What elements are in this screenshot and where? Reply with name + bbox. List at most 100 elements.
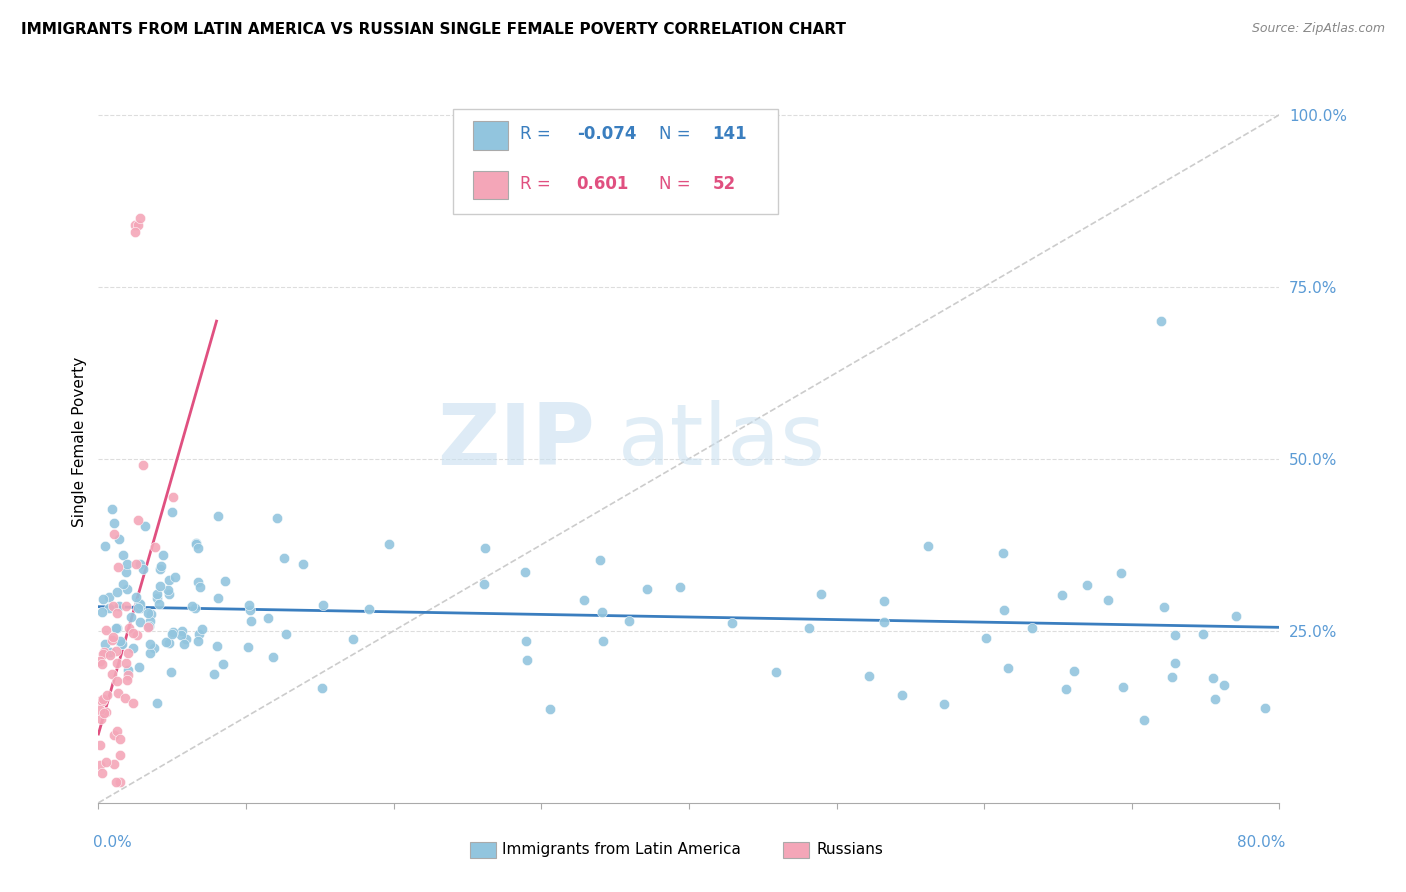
Point <box>108 775 131 789</box>
Point <box>1054 682 1077 697</box>
Point <box>1202 672 1225 686</box>
Point <box>127 513 149 527</box>
Point <box>474 541 496 555</box>
Point <box>103 516 125 530</box>
Text: 0.0%: 0.0% <box>93 835 131 850</box>
Point <box>125 590 148 604</box>
Point <box>799 621 821 635</box>
Point <box>187 541 209 555</box>
Point <box>103 630 125 644</box>
Point <box>115 582 138 596</box>
Point <box>173 637 195 651</box>
Point <box>110 637 132 651</box>
Point <box>1063 664 1085 678</box>
Point <box>118 621 141 635</box>
Point <box>515 633 537 648</box>
Point <box>107 560 129 574</box>
Point <box>93 645 115 659</box>
Point <box>136 620 159 634</box>
Point <box>108 532 131 546</box>
Point <box>162 627 184 641</box>
Point <box>1112 680 1135 694</box>
Point <box>139 607 162 622</box>
Point <box>720 616 742 631</box>
Point <box>117 646 139 660</box>
Point <box>91 766 114 780</box>
Point <box>146 587 169 601</box>
Point <box>114 691 136 706</box>
Point <box>1076 578 1098 592</box>
Point <box>98 648 121 663</box>
Point <box>357 602 380 616</box>
Point <box>127 601 149 615</box>
Point <box>162 624 184 639</box>
Text: R =: R = <box>520 175 561 193</box>
Point <box>127 628 149 642</box>
Point <box>89 758 111 772</box>
Point <box>266 511 288 525</box>
Point <box>592 634 614 648</box>
Point <box>1097 592 1119 607</box>
Point <box>342 632 364 646</box>
Text: N =: N = <box>659 126 696 144</box>
Bar <box>472 170 508 200</box>
Text: Immigrants from Latin America: Immigrants from Latin America <box>502 842 741 857</box>
Point <box>155 635 177 649</box>
Point <box>1163 628 1185 642</box>
Point <box>108 634 131 648</box>
Point <box>94 705 117 719</box>
Point <box>1191 627 1213 641</box>
Point <box>157 583 180 598</box>
Text: 0.601: 0.601 <box>576 175 628 193</box>
Point <box>157 587 180 601</box>
Point <box>108 748 131 763</box>
Point <box>157 636 180 650</box>
Point <box>139 637 162 651</box>
Text: ZIP: ZIP <box>437 400 595 483</box>
Point <box>124 225 146 239</box>
Point <box>239 603 262 617</box>
Point <box>1213 677 1236 691</box>
Point <box>240 614 263 628</box>
Point <box>127 218 149 232</box>
Point <box>107 685 129 699</box>
Point <box>105 775 128 789</box>
Point <box>132 458 155 472</box>
Point <box>129 615 152 629</box>
Point <box>94 539 117 553</box>
Point <box>115 673 138 687</box>
Point <box>1021 621 1043 635</box>
Point <box>96 623 118 637</box>
Text: -0.074: -0.074 <box>576 126 637 144</box>
Point <box>311 598 333 612</box>
Point <box>128 211 150 225</box>
Point <box>124 218 146 232</box>
Point <box>121 625 143 640</box>
Point <box>103 527 125 541</box>
Point <box>105 606 128 620</box>
Point <box>122 696 145 710</box>
Point <box>91 657 114 672</box>
Text: 80.0%: 80.0% <box>1237 835 1285 850</box>
Point <box>184 601 207 615</box>
Point <box>890 689 912 703</box>
Point <box>105 643 128 657</box>
Y-axis label: Single Female Poverty: Single Female Poverty <box>72 357 87 526</box>
Point <box>148 597 170 611</box>
Point <box>128 596 150 610</box>
Point <box>238 598 260 612</box>
Point <box>159 665 181 680</box>
Point <box>188 627 211 641</box>
Point <box>202 667 225 681</box>
Point <box>292 557 315 571</box>
Point <box>152 549 174 563</box>
Point <box>181 599 204 613</box>
Point <box>129 601 152 615</box>
Point <box>212 657 235 671</box>
Point <box>160 505 183 519</box>
Point <box>89 694 111 708</box>
Point <box>89 738 111 752</box>
Point <box>138 618 160 632</box>
Point <box>668 581 690 595</box>
Point <box>1254 701 1277 715</box>
